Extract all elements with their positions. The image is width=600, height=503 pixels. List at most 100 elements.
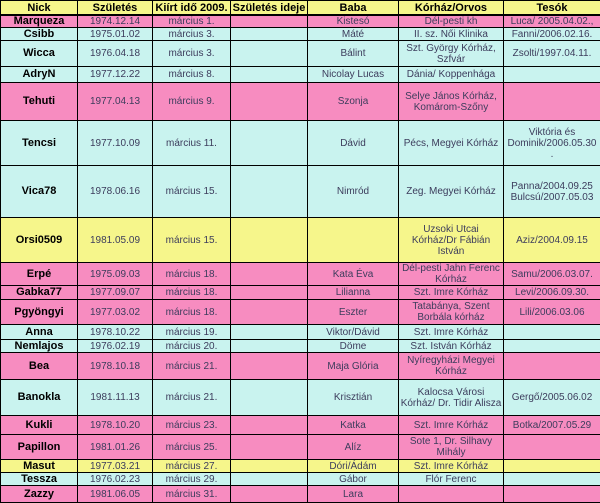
cell-nick: Nemlajos (1, 340, 78, 353)
cell-szuletes-ideje (231, 325, 308, 340)
cell-korhaz-orvos: Zeg. Megyei Kórház (399, 166, 504, 218)
cell-korhaz-orvos: Sote 1, Dr. Silhavy Mihály (399, 435, 504, 460)
cell-tesok (504, 325, 600, 340)
cell-nick: Csibb (1, 28, 78, 41)
cell-kiirt-ido-2009: március 8. (153, 67, 231, 83)
cell-szuletes: 1977.03.21 (78, 460, 153, 473)
cell-tesok (504, 340, 600, 353)
cell-szuletes: 1977.10.09 (78, 121, 153, 166)
cell-szuletes: 1975.01.02 (78, 28, 153, 41)
cell-kiirt-ido-2009: március 1. (153, 15, 231, 28)
cell-szuletes-ideje (231, 353, 308, 380)
cell-nick: Vica78 (1, 166, 78, 218)
cell-kiirt-ido-2009: március 19. (153, 325, 231, 340)
cell-szuletes: 1976.04.18 (78, 41, 153, 67)
cell-korhaz-orvos: Szt. György Kórház, Szfvár (399, 41, 504, 67)
cell-szuletes-ideje (231, 286, 308, 300)
cell-szuletes: 1974.12.14 (78, 15, 153, 28)
cell-baba: Dávid (308, 121, 399, 166)
cell-szuletes-ideje (231, 166, 308, 218)
cell-nick: Banokla (1, 380, 78, 416)
header-row: Nick Születés Kiírt idő 2009. Születés i… (1, 1, 600, 16)
cell-kiirt-ido-2009: március 21. (153, 353, 231, 380)
cell-nick: Marqueza (1, 15, 78, 28)
cell-korhaz-orvos: Dél-pesti kh (399, 15, 504, 28)
cell-nick: Wicca (1, 41, 78, 67)
cell-kiirt-ido-2009: március 18. (153, 263, 231, 286)
cell-szuletes: 1981.11.13 (78, 380, 153, 416)
cell-nick: Anna (1, 325, 78, 340)
cell-baba: Kata Éva (308, 263, 399, 286)
cell-baba: Lilianna (308, 286, 399, 300)
cell-kiirt-ido-2009: március 3. (153, 41, 231, 67)
cell-tesok: Viktória és Dominik/2006.05.30 . (504, 121, 600, 166)
col-header-kiirt-ido-2009: Kiírt idő 2009. (153, 1, 231, 16)
cell-tesok: Gergő/2005.06.02 (504, 380, 600, 416)
cell-baba: Eszter (308, 300, 399, 325)
cell-korhaz-orvos: Nyíregyházi Megyei Kórház (399, 353, 504, 380)
cell-korhaz-orvos: Szt. Imre Kórház (399, 325, 504, 340)
cell-szuletes-ideje (231, 300, 308, 325)
cell-tesok: Fanni/2006.02.16. (504, 28, 600, 41)
cell-nick: Orsi0509 (1, 218, 78, 263)
cell-szuletes-ideje (231, 15, 308, 28)
cell-szuletes: 1978.10.20 (78, 416, 153, 435)
cell-kiirt-ido-2009: március 29. (153, 473, 231, 486)
col-header-baba: Baba (308, 1, 399, 16)
cell-korhaz-orvos: Tatabánya, Szent Borbála kórház (399, 300, 504, 325)
cell-kiirt-ido-2009: március 9. (153, 83, 231, 121)
cell-korhaz-orvos: Kalocsa Városi Kórház/ Dr. Tidir Alisza (399, 380, 504, 416)
cell-korhaz-orvos: II. sz. Női Klinika (399, 28, 504, 41)
cell-nick: Tencsi (1, 121, 78, 166)
cell-tesok (504, 435, 600, 460)
cell-nick: Gabka77 (1, 286, 78, 300)
cell-korhaz-orvos: Uzsoki Utcai Kórház/Dr Fábián István (399, 218, 504, 263)
cell-kiirt-ido-2009: március 15. (153, 166, 231, 218)
cell-baba: Gábor (308, 473, 399, 486)
cell-tesok: Panna/2004.09.25 Bulcsú/2007.05.03 (504, 166, 600, 218)
cell-baba: Maja Glória (308, 353, 399, 380)
cell-baba: Alíz (308, 435, 399, 460)
cell-tesok (504, 473, 600, 486)
cell-szuletes-ideje (231, 83, 308, 121)
cell-baba: Nicolay Lucas (308, 67, 399, 83)
cell-szuletes: 1976.02.19 (78, 340, 153, 353)
cell-korhaz-orvos: Szt. Imre Kórház (399, 286, 504, 300)
col-header-tesok: Tesók (504, 1, 600, 16)
cell-szuletes: 1975.09.03 (78, 263, 153, 286)
cell-szuletes: 1978.10.22 (78, 325, 153, 340)
cell-szuletes: 1978.06.16 (78, 166, 153, 218)
cell-szuletes: 1977.09.07 (78, 286, 153, 300)
cell-nick: Bea (1, 353, 78, 380)
cell-szuletes: 1981.05.09 (78, 218, 153, 263)
cell-szuletes: 1981.01.26 (78, 435, 153, 460)
cell-szuletes-ideje (231, 473, 308, 486)
cell-baba: Viktor/Dávid (308, 325, 399, 340)
cell-korhaz-orvos: Dánia/ Koppenhága (399, 67, 504, 83)
cell-korhaz-orvos: Dél-pesti Jahn Ferenc Kórház (399, 263, 504, 286)
cell-korhaz-orvos: Pécs, Megyei Kórház (399, 121, 504, 166)
cell-kiirt-ido-2009: március 18. (153, 300, 231, 325)
cell-tesok (504, 353, 600, 380)
col-header-szuletes: Születés (78, 1, 153, 16)
cell-baba: Bálint (308, 41, 399, 67)
cell-nick: AdryN (1, 67, 78, 83)
cell-kiirt-ido-2009: március 3. (153, 28, 231, 41)
cell-korhaz-orvos: Selye János Kórház, Komárom-Szőny (399, 83, 504, 121)
cell-baba (308, 218, 399, 263)
cell-kiirt-ido-2009: március 18. (153, 286, 231, 300)
cell-tesok: Lili/2006.03.06 (504, 300, 600, 325)
